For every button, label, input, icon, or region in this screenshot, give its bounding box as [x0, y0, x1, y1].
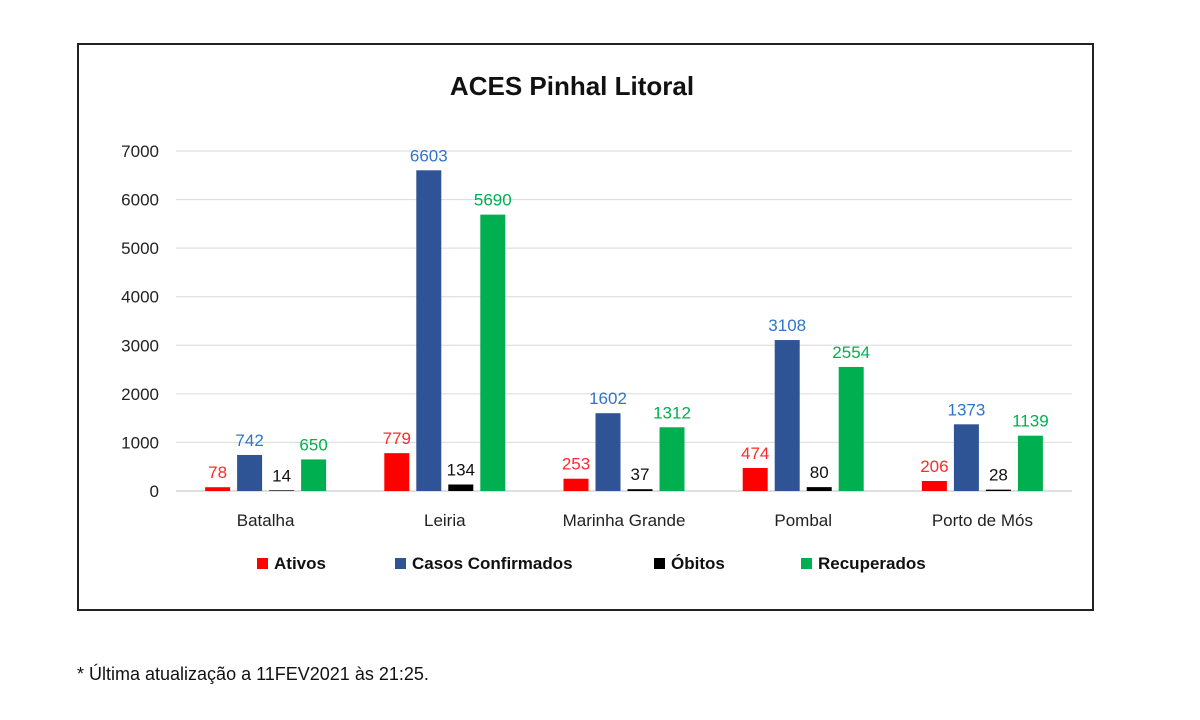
data-label: 14: [272, 466, 291, 485]
bar-ativos: [384, 453, 410, 491]
data-label: 1139: [1012, 412, 1049, 431]
footnote: * Última atualização a 11FEV2021 às 21:2…: [77, 664, 429, 684]
x-tick-label: Pombal: [774, 511, 832, 530]
bar-recuperados: [480, 214, 506, 491]
data-label: 474: [741, 444, 769, 463]
y-tick-label: 4000: [121, 288, 159, 307]
data-label: 1602: [589, 389, 627, 408]
legend-label: Casos Confirmados: [412, 554, 573, 573]
y-tick-label: 3000: [121, 336, 159, 355]
bar-casos-confirmados: [237, 454, 263, 491]
legend-label: Óbitos: [671, 554, 725, 573]
y-tick-label: 0: [150, 482, 159, 501]
bar-óbitos: [985, 489, 1011, 491]
data-label: 28: [989, 466, 1008, 485]
x-tick-label: Porto de Mós: [932, 511, 1033, 530]
legend-swatch: [654, 558, 665, 569]
chart-title: ACES Pinhal Litoral: [450, 71, 694, 101]
bar-ativos: [921, 480, 947, 491]
data-label: 80: [810, 463, 829, 482]
bar-ativos: [563, 478, 589, 491]
bar-casos-confirmados: [774, 340, 800, 491]
y-tick-label: 5000: [121, 239, 159, 258]
data-label: 1312: [653, 403, 691, 422]
y-tick-label: 1000: [121, 433, 159, 452]
bar-casos-confirmados: [416, 170, 442, 491]
y-tick-label: 6000: [121, 191, 159, 210]
x-tick-label: Leiria: [424, 511, 466, 530]
data-label: 2554: [832, 343, 870, 362]
data-label: 253: [562, 455, 590, 474]
bar-óbitos: [627, 489, 653, 491]
bar-ativos: [205, 487, 231, 491]
data-label: 134: [447, 460, 475, 479]
legend-swatch: [257, 558, 268, 569]
bar-casos-confirmados: [595, 413, 621, 491]
bar-recuperados: [301, 459, 327, 491]
data-label: 206: [920, 457, 948, 476]
bar-recuperados: [659, 427, 685, 491]
data-label: 779: [383, 429, 411, 448]
bar-óbitos: [806, 487, 832, 491]
data-label: 3108: [768, 316, 806, 335]
data-label: 742: [235, 431, 263, 450]
legend-label: Recuperados: [818, 554, 926, 573]
bar-óbitos: [269, 490, 295, 491]
bar-recuperados: [1017, 435, 1043, 491]
legend-swatch: [395, 558, 406, 569]
legend-label: Ativos: [274, 554, 326, 573]
x-tick-label: Marinha Grande: [563, 511, 686, 530]
bar-recuperados: [838, 366, 864, 491]
data-label: 6603: [410, 146, 448, 165]
bar-óbitos: [448, 484, 474, 491]
x-tick-label: Batalha: [237, 511, 295, 530]
y-tick-label: 2000: [121, 385, 159, 404]
data-label: 5690: [474, 191, 512, 210]
bar-casos-confirmados: [953, 424, 979, 491]
data-label: 1373: [947, 400, 985, 419]
chart-frame: ACES Pinhal Litoral 0 1000 2000 3000 4000 5000…: [77, 43, 1094, 611]
data-label: 78: [208, 463, 227, 482]
data-label: 650: [299, 435, 327, 454]
y-tick-label: 7000: [121, 142, 159, 161]
chart-svg: ACES Pinhal Litoral 0 1000 2000 3000 4000 5000…: [121, 71, 1072, 573]
data-label: 37: [631, 465, 650, 484]
legend-swatch: [801, 558, 812, 569]
bar-ativos: [742, 467, 768, 491]
